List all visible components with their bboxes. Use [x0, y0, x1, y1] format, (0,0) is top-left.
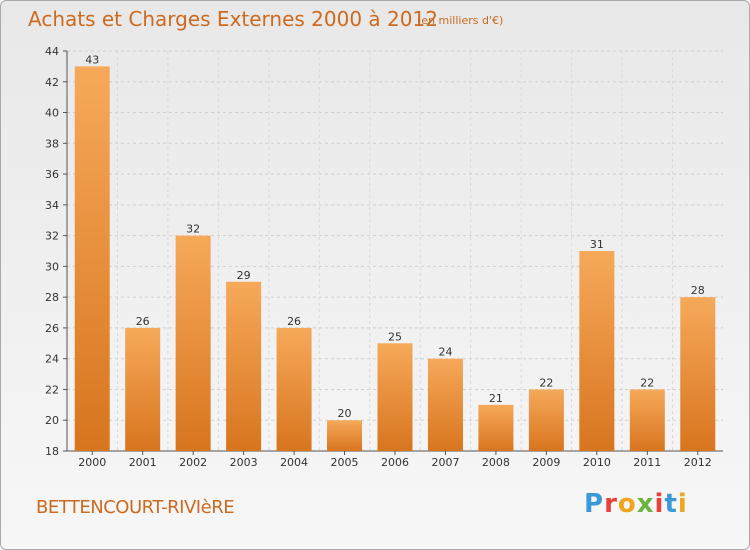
- x-tick-label: 2003: [230, 456, 258, 469]
- bar: [74, 66, 110, 451]
- y-tick-label: 32: [45, 230, 59, 243]
- y-tick-label: 36: [45, 168, 59, 181]
- city-name: BETTENCOURT-RIVIèRE: [36, 497, 235, 518]
- bars: [74, 66, 716, 451]
- x-tick-label: 2007: [431, 456, 459, 469]
- bar-value-label: 28: [691, 284, 705, 297]
- bar: [175, 235, 211, 451]
- bar: [579, 251, 615, 451]
- x-tick-label: 2000: [78, 456, 106, 469]
- logo-letter: o: [617, 489, 637, 519]
- bar-value-label: 22: [640, 376, 654, 389]
- logo-letter: i: [677, 489, 688, 519]
- chart-title: Achats et Charges Externes 2000 à 2012: [28, 7, 438, 31]
- chart-subtitle: (en milliers d'€): [417, 14, 504, 27]
- x-tick-label: 2006: [381, 456, 409, 469]
- bar: [276, 327, 312, 451]
- bar: [427, 358, 463, 451]
- bar: [478, 404, 514, 451]
- bar: [226, 281, 262, 451]
- x-tick-label: 2011: [633, 456, 661, 469]
- bar-value-label: 32: [186, 223, 200, 236]
- logo-letter: P: [584, 489, 605, 519]
- bar-value-label: 31: [590, 238, 604, 251]
- bar: [327, 420, 363, 451]
- bar: [377, 343, 413, 451]
- bar-value-label: 25: [388, 330, 402, 343]
- bar-value-label: 20: [338, 407, 352, 420]
- bar-value-label: 43: [85, 53, 99, 66]
- x-tick-label: 2004: [280, 456, 308, 469]
- bar-value-label: 26: [287, 315, 301, 328]
- bar: [125, 327, 161, 451]
- logo-letter: i: [654, 489, 665, 519]
- logo-letter: t: [664, 489, 678, 519]
- bar-value-label: 24: [438, 346, 452, 359]
- y-tick-label: 22: [45, 383, 59, 396]
- proxiti-logo: Proxiti: [584, 489, 688, 519]
- logo-letter: x: [636, 489, 655, 519]
- bar: [528, 389, 564, 451]
- y-tick-label: 20: [45, 414, 59, 427]
- x-tick-label: 2002: [179, 456, 207, 469]
- y-tick-label: 26: [45, 322, 59, 335]
- bar: [629, 389, 665, 451]
- x-tick-label: 2009: [532, 456, 560, 469]
- bar-value-label: 29: [237, 269, 251, 282]
- y-tick-label: 30: [45, 260, 59, 273]
- x-tick-label: 2012: [684, 456, 712, 469]
- bar-value-label: 21: [489, 392, 503, 405]
- x-tick-label: 2005: [331, 456, 359, 469]
- bar-value-label: 22: [539, 376, 553, 389]
- x-tick-label: 2008: [482, 456, 510, 469]
- y-tick-label: 18: [45, 445, 59, 458]
- bar-value-label: 26: [136, 315, 150, 328]
- labels: 18 20 22 24 26 28 30 32 34 36 38 40 42 44 43 2000 26 2001…: [45, 45, 712, 469]
- y-tick-label: 28: [45, 291, 59, 304]
- logo-letter: r: [604, 489, 618, 519]
- y-tick-label: 42: [45, 76, 59, 89]
- x-tick-label: 2001: [129, 456, 157, 469]
- y-tick-label: 34: [45, 199, 59, 212]
- y-tick-label: 40: [45, 107, 59, 120]
- y-tick-label: 38: [45, 137, 59, 150]
- bar: [680, 297, 716, 451]
- x-tick-label: 2010: [583, 456, 611, 469]
- y-tick-label: 44: [45, 45, 59, 58]
- y-tick-label: 24: [45, 353, 59, 366]
